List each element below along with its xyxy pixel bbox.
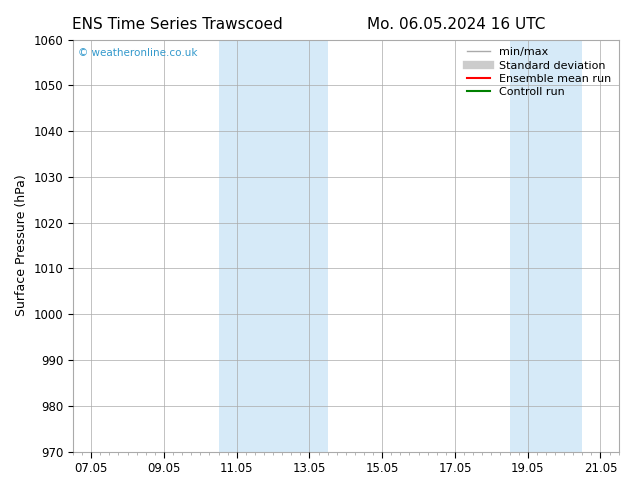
Text: Mo. 06.05.2024 16 UTC: Mo. 06.05.2024 16 UTC [367, 17, 546, 32]
Legend: min/max, Standard deviation, Ensemble mean run, Controll run: min/max, Standard deviation, Ensemble me… [463, 43, 615, 102]
Bar [219, 40, 328, 452]
Text: © weatheronline.co.uk: © weatheronline.co.uk [79, 48, 198, 58]
Y-axis label: Surface Pressure (hPa): Surface Pressure (hPa) [15, 175, 28, 317]
Bar [510, 40, 582, 452]
Text: ENS Time Series Trawscoed: ENS Time Series Trawscoed [72, 17, 283, 32]
